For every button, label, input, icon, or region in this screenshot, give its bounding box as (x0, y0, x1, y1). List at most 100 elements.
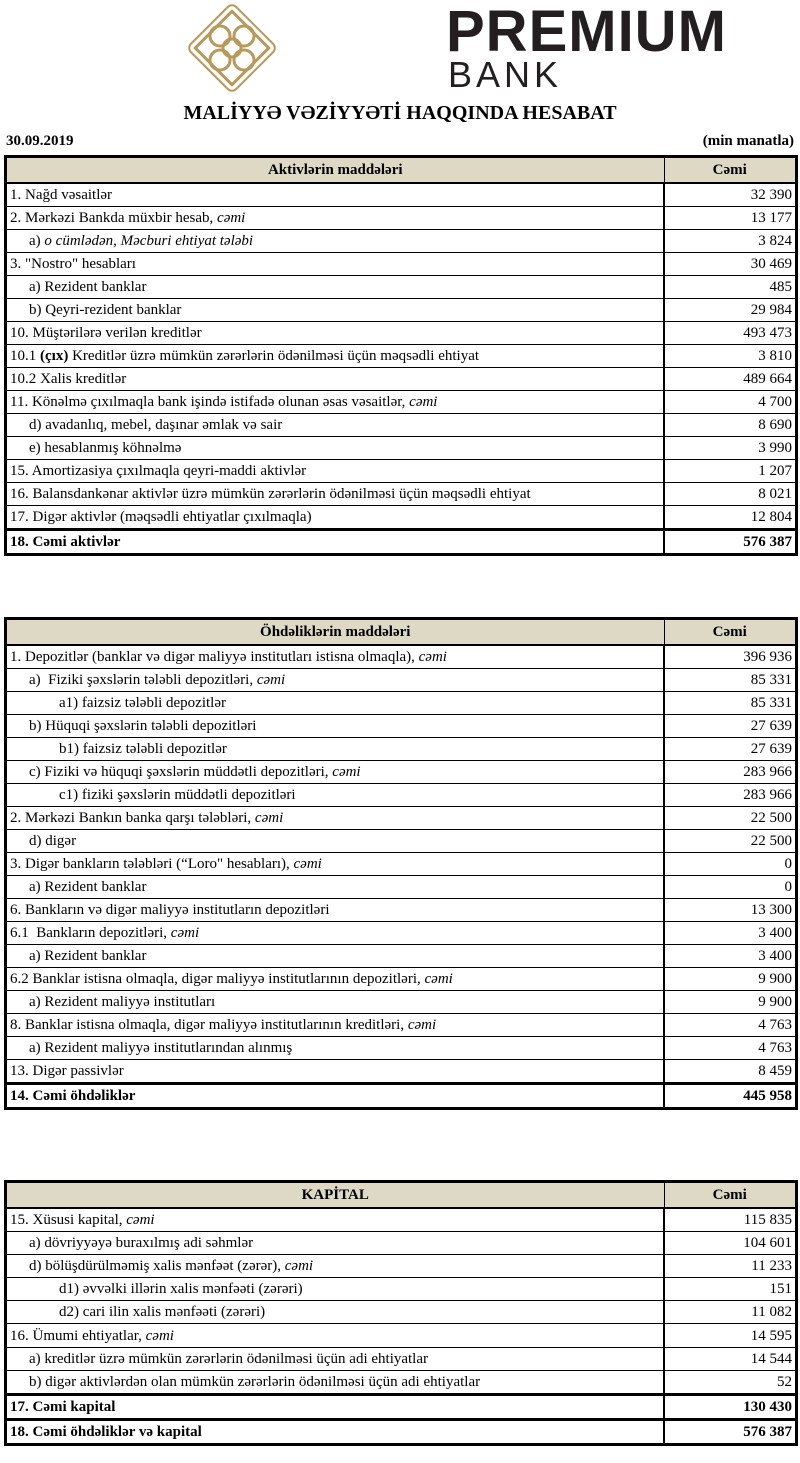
row-label: d) bölüşdürülməmiş xalis mənfəət (zərər)… (5, 1254, 665, 1279)
row-label: 18. Cəmi öhdəliklər və kapital (5, 1417, 665, 1445)
table-row: a) kreditlər üzrə mümkün zərərlərin ödən… (5, 1346, 797, 1371)
row-label: d2) cari ilin xalis mənfəəti (zərəri) (5, 1300, 665, 1325)
label-text: cəmi (254, 810, 284, 826)
row-value: 151 (663, 1277, 797, 1302)
label-text: 17. Digər aktivlər (məqsədli ehtiyatlar … (10, 509, 312, 525)
total-row: 14. Cəmi öhdəliklər 445 958 (5, 1082, 797, 1109)
report-title: MALİYYƏ VƏZİYYƏTİ HAQQINDA HESABAT (183, 102, 617, 124)
label-text: c) Fiziki və hüquqi şəxslərin müddətli d… (29, 764, 333, 780)
row-label: 2. Mərkəzi Bankda müxbir hesab, cəmi (5, 206, 665, 230)
column-header-total: Cəmi (663, 618, 797, 646)
table-row: a) Rezident banklar 3 400 (5, 944, 797, 968)
table-row: 15. Amortizasiya çıxılmaqla qeyri-maddi … (5, 459, 797, 483)
label-text: a) (29, 233, 45, 249)
row-label: 16. Ümumi ehtiyatlar, cəmi (5, 1323, 665, 1348)
column-header-total: Cəmi (663, 156, 797, 184)
label-text: cəmi (409, 394, 438, 410)
label-text: 2. Mərkəzi Bankın banka qarşı tələbləri, (10, 810, 255, 826)
row-value: 1 207 (663, 459, 797, 483)
row-value: 12 804 (663, 505, 797, 530)
row-label: 6.2 Banklar istisna olmaqla, digər maliy… (5, 967, 665, 991)
label-text: cəmi (217, 210, 246, 226)
table-row: 1. Nağd vəsaitlər 32 390 (5, 182, 797, 207)
row-value: 0 (663, 875, 797, 899)
table-row: e) hesablanmış köhnəlmə 3 990 (5, 436, 797, 460)
table-row: d) avadanlıq, mebel, daşınar əmlak və sa… (5, 413, 797, 437)
currency-unit: (min manatla) (702, 133, 794, 149)
row-label: 6. Bankların və digər maliyyə institutla… (5, 898, 665, 922)
row-label: 3. Digər bankların tələbləri (“Loro" hes… (5, 852, 665, 876)
premium-bank-logo: PREMIUM BANK (186, 0, 726, 95)
label-text: cəmi (332, 764, 361, 780)
label-text: a1) faizsiz tələbli depozitlər (59, 695, 226, 711)
row-value: 8 690 (663, 413, 797, 437)
table-row: 6.2 Banklar istisna olmaqla, digər maliy… (5, 967, 797, 991)
label-text: a) Rezident banklar (29, 279, 147, 295)
table-row: a) Fiziki şəxslərin tələbli depozitləri,… (5, 668, 797, 692)
label-text: a) Rezident maliyyə institutlarından alı… (29, 1040, 293, 1056)
table-row: 10.1 (çıx) Kreditlər üzrə mümkün zərərlə… (5, 344, 797, 368)
label-text: a) Rezident maliyyə institutları (29, 994, 216, 1010)
row-value: 3 990 (663, 436, 797, 460)
label-text: d) digər (29, 833, 77, 849)
label-text: a) Fiziki şəxslərin tələbli depozitləri, (29, 672, 257, 688)
label-text: 1. Depozitlər (banklar və digər maliyyə … (10, 649, 419, 665)
table-row: d) bölüşdürülməmiş xalis mənfəət (zərər)… (5, 1254, 797, 1279)
table-row: c1) fiziki şəxslərin müddətli depozitlər… (5, 783, 797, 807)
row-value: 396 936 (663, 644, 797, 669)
row-label: b) Hüquqi şəxslərin tələbli depozitləri (5, 714, 665, 738)
label-text: b) digər aktivlərdən olan mümkün zərərlə… (29, 1373, 481, 1390)
row-label: a) dövriyyəyə buraxılmış adi səhmlər (5, 1231, 665, 1256)
table-row: a1) faizsiz tələbli depozitlər 85 331 (5, 691, 797, 715)
total-row: 18. Cəmi öhdəliklər və kapital 576 387 (5, 1417, 797, 1445)
label-text: 14. Cəmi öhdəliklər (10, 1088, 136, 1104)
table-row: a) dövriyyəyə buraxılmış adi səhmlər 104 … (5, 1231, 797, 1256)
row-value: 283 966 (663, 760, 797, 784)
total-row: 18. Cəmi aktivlər 576 387 (5, 528, 797, 555)
table-row: d) digər 22 500 (5, 829, 797, 853)
table-row: 2. Mərkəzi Bankda müxbir hesab, cəmi 13 1… (5, 206, 797, 230)
label-text: cəmi (293, 856, 322, 872)
row-value: 3 824 (663, 229, 797, 253)
label-text: 18. Cəmi aktivlər (10, 534, 121, 550)
row-label: d) avadanlıq, mebel, daşınar əmlak və sa… (5, 413, 665, 437)
label-text: 1. Nağd vəsaitlər (10, 187, 113, 203)
row-value: 14 595 (663, 1323, 797, 1348)
table-row: b) Hüquqi şəxslərin tələbli depozitləri 2… (5, 714, 797, 738)
label-text: cəmi (407, 1017, 437, 1033)
label-text: 15. Amortizasiya çıxılmaqla qeyri-maddi … (10, 463, 307, 479)
row-label: b) Qeyri-rezident banklar (5, 298, 665, 322)
label-text: d) bölüşdürülməmiş xalis mənfəət (zərər)… (29, 1258, 285, 1275)
row-label: c1) fiziki şəxslərin müddətli depozitlər… (5, 783, 665, 807)
table-row: 6. Bankların və digər maliyyə institutla… (5, 898, 797, 922)
logo-text-premium: PREMIUM (446, 0, 727, 64)
table-row: a) o cümlədən, Məcburi ehtiyat tələbi 3 8… (5, 229, 797, 253)
label-text: cəmi (145, 1327, 174, 1344)
row-value: 9 900 (663, 990, 797, 1014)
row-value: 13 300 (663, 898, 797, 922)
assets-table: Aktivlərin maddələri Cəmi 1. Nağd vəsaitlə… (4, 155, 798, 556)
row-value: 3 400 (663, 921, 797, 945)
label-text: 6.1 Bankların depozitləri, (10, 925, 171, 941)
knot-emblem-icon (188, 4, 276, 92)
table-row: 13. Digər passivlər 8 459 (5, 1059, 797, 1084)
table-row: 16. Balansdankənar aktivlər üzrə mümkün … (5, 482, 797, 506)
label-text: 10. Müştərilərə verilən kreditlər (10, 325, 202, 341)
row-label: a) Rezident maliyyə institutları (5, 990, 665, 1014)
row-value: 283 966 (663, 783, 797, 807)
table-row: 10.2 Xalis kreditlər 489 664 (5, 367, 797, 391)
capital-table: KAPİTAL Cəmi 15. Xüsusi kapital, cəmi 115 8… (4, 1180, 798, 1446)
row-value: 27 639 (663, 737, 797, 761)
row-label: 1. Depozitlər (banklar və digər maliyyə … (5, 644, 665, 669)
report-date: 30.09.2019 (6, 133, 74, 149)
label-text: a) kreditlər üzrə mümkün zərərlərin ödən… (29, 1350, 429, 1367)
label-text: b) Hüquqi şəxslərin tələbli depozitləri (29, 718, 257, 734)
row-label: a) o cümlədən, Məcburi ehtiyat tələbi (5, 229, 665, 253)
row-label: a) Rezident banklar (5, 275, 665, 299)
row-label: 18. Cəmi aktivlər (5, 528, 665, 555)
row-value: 52 (663, 1369, 797, 1395)
table-row: c) Fiziki və hüquqi şəxslərin müddətli d… (5, 760, 797, 784)
row-label: a) Rezident banklar (5, 944, 665, 968)
row-value: 32 390 (663, 182, 797, 207)
label-text: 8. Banklar istisna olmaqla, digər maliyy… (10, 1017, 408, 1033)
